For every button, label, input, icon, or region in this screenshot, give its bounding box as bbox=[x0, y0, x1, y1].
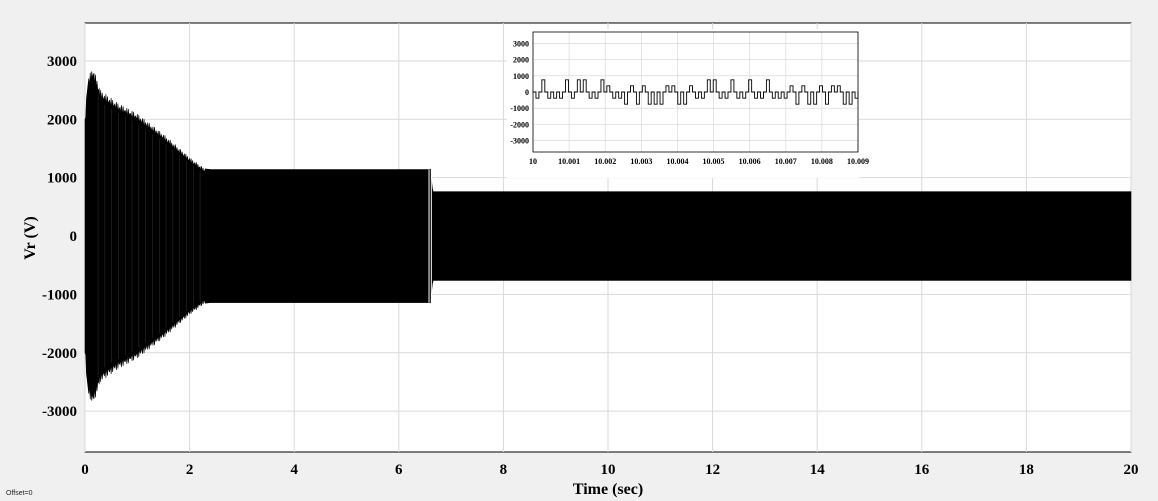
inset-x-tick-label: 10.006 bbox=[739, 157, 761, 166]
x-tick-label: 14 bbox=[810, 462, 826, 478]
inset-y-tick-label: 1000 bbox=[513, 72, 529, 81]
x-tick-labels: 0 2 4 6 8 10 12 14 16 18 20 bbox=[81, 462, 1138, 478]
y-tick-label: 3000 bbox=[47, 54, 77, 70]
inset-x-tick-label: 10 bbox=[529, 157, 537, 166]
y-tick-label: -1000 bbox=[42, 287, 77, 303]
inset-x-tick-label: 10.002 bbox=[594, 157, 616, 166]
inset-x-tick-label: 10.005 bbox=[703, 157, 725, 166]
offset-note: Offset=0 bbox=[6, 490, 33, 497]
x-tick-label: 10 bbox=[601, 462, 616, 478]
x-tick-label: 4 bbox=[290, 462, 298, 478]
x-axis-label: Time (sec) bbox=[573, 481, 643, 498]
inset-y-tick-label: 3000 bbox=[513, 39, 529, 48]
inset-x-tick-label: 10.007 bbox=[775, 157, 797, 166]
y-tick-label: 2000 bbox=[47, 112, 77, 128]
y-axis-label: Vr (V) bbox=[22, 216, 39, 259]
x-tick-label: 18 bbox=[1019, 462, 1034, 478]
x-tick-label: 6 bbox=[395, 462, 403, 478]
x-tick-label: 0 bbox=[81, 462, 89, 478]
inset-y-tick-label: -2000 bbox=[510, 120, 529, 129]
y-tick-label: 1000 bbox=[47, 171, 77, 187]
inset-y-tick-label: -3000 bbox=[510, 137, 529, 146]
x-tick-label: 16 bbox=[914, 462, 930, 478]
inset-x-tick-label: 10.008 bbox=[811, 157, 833, 166]
y-tick-label: -3000 bbox=[42, 404, 77, 420]
inset-y-tick-label: 0 bbox=[525, 88, 529, 97]
inset-y-tick-label: 2000 bbox=[513, 56, 529, 65]
y-tick-label: -2000 bbox=[42, 346, 77, 362]
x-tick-label: 12 bbox=[705, 462, 720, 478]
y-tick-label: 0 bbox=[70, 229, 78, 245]
inset-x-tick-label: 10.004 bbox=[666, 157, 688, 166]
y-tick-labels: -3000 -2000 -1000 0 1000 2000 3000 bbox=[42, 54, 77, 420]
inset-x-tick-label: 10.001 bbox=[558, 157, 580, 166]
x-tick-label: 2 bbox=[186, 462, 194, 478]
inset-y-tick-label: -1000 bbox=[510, 104, 529, 113]
inset-x-tick-label: 10.009 bbox=[847, 157, 869, 166]
x-tick-label: 20 bbox=[1124, 462, 1139, 478]
inset-background bbox=[507, 29, 859, 178]
inset-x-tick-label: 10.003 bbox=[630, 157, 652, 166]
x-tick-label: 8 bbox=[500, 462, 508, 478]
